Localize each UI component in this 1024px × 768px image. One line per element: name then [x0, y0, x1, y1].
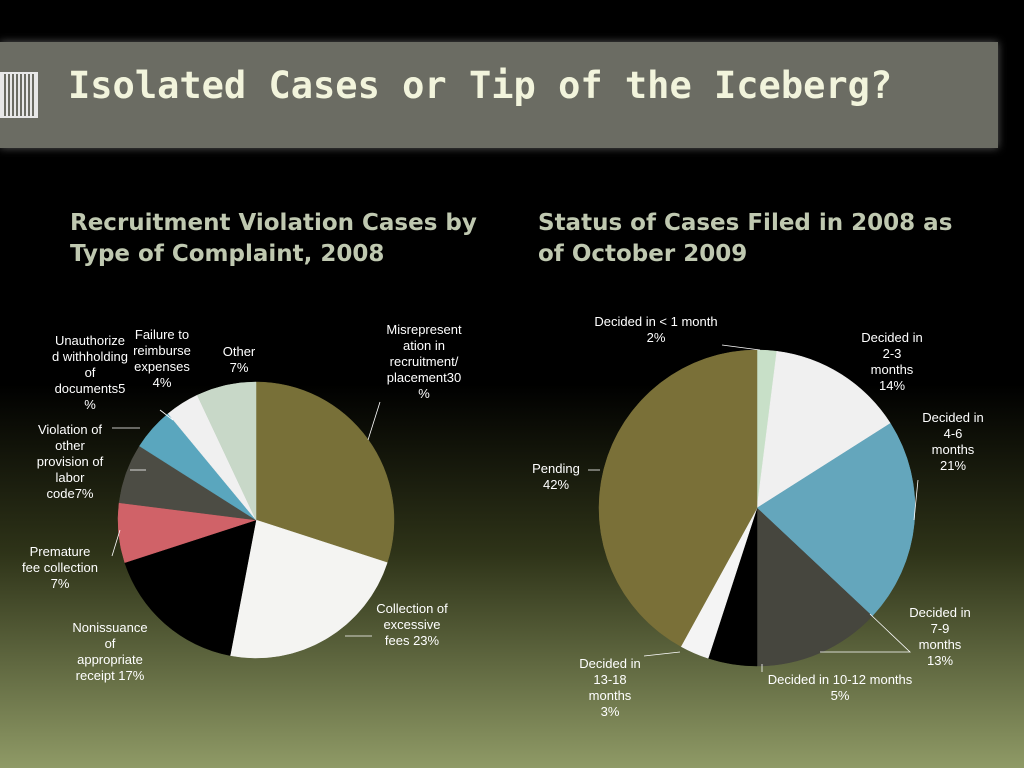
pie1-label-1-line-1: excessive: [383, 617, 441, 632]
pie1-label-7: Other 7%: [159, 344, 319, 376]
slide-title: Isolated Cases or Tip of the Iceberg?: [68, 64, 893, 107]
pie2-label-1-line-1: 2-3: [882, 346, 902, 361]
pie2-label-0-line-0: Decided in < 1 month: [594, 314, 718, 329]
pie2-slice-1: [756, 350, 891, 509]
pie1-label-5-line-0: Unauthorize: [54, 333, 126, 348]
pie2-slice-2: [756, 422, 916, 617]
pie1-label-6-line-2: expenses: [134, 359, 190, 374]
pie2-label-5-line-0: Decided in: [579, 656, 641, 671]
pie1-leader-3: [111, 529, 121, 557]
pie1-label-3-line-0: Premature: [29, 544, 91, 559]
pie2-label-4: Decided in 10-12 months 5%: [760, 672, 920, 704]
pie1-slice-0: [255, 381, 395, 563]
pie2-label-3-line-0: Decided in: [909, 605, 971, 620]
pie2-label-1-line-0: Decided in: [861, 330, 923, 345]
pie2-leader-2: [913, 479, 919, 521]
chart-1-title: Recruitment Violation Cases by Type of C…: [70, 210, 477, 267]
pie1-label-5-line-1: d withholding: [52, 349, 128, 364]
barcode-icon: [0, 72, 38, 118]
pie2-label-6-line-1: 42%: [542, 477, 570, 492]
pie1-label-5-line-4: %: [84, 397, 96, 412]
pie1-label-4: Violation of other provision of labor code7%: [0, 422, 150, 502]
pie1-label-1-line-0: Collection of: [376, 601, 448, 616]
pie1-label-6-line-1: reimburse: [133, 343, 191, 358]
pie2-label-5-line-2: months: [588, 688, 632, 703]
pie1-label-0: Misrepresent ation in recruitment/placemen…: [344, 322, 504, 402]
pie2-label-4-line-1: 5%: [830, 688, 850, 703]
pie2-label-0-line-1: 2%: [646, 330, 666, 345]
pie2-label-1: Decided in 2-3 months 14%: [812, 330, 972, 394]
pie2-label-1-line-2: months: [870, 362, 914, 377]
pie1-label-7-line-0: Other: [222, 344, 256, 359]
pie2-label-5: Decided in 13-18 months 3%: [530, 656, 690, 720]
pie1-label-2-line-1: of: [104, 636, 116, 651]
pie2-label-3: Decided in 7-9 months 13%: [860, 605, 1020, 669]
pie1-slice-7: [196, 381, 257, 521]
pie1-label-6-line-0: Failure to: [134, 327, 190, 342]
pie2-leader-0: [721, 344, 761, 351]
pie1-label-3-line-2: 7%: [50, 576, 70, 591]
title-bar: [0, 42, 998, 148]
pie1-label-1-line-2: fees 23%: [384, 633, 440, 648]
pie1-label-4-line-0: Violation of: [37, 422, 103, 437]
pie2-label-1-line-3: 14%: [878, 378, 906, 393]
pie1-label-0-line-3: placement30: [386, 370, 462, 385]
pie2-leader-3: [820, 613, 912, 653]
pie1-leader-0: [367, 401, 381, 441]
chart-2-title: Status of Cases Filed in 2008 as of Octo…: [538, 210, 953, 267]
pie1-label-3-line-1: fee collection: [22, 560, 98, 575]
pie1-label-3: Premature fee collection 7%: [0, 544, 140, 592]
pie1-slice-1: [229, 519, 388, 659]
pie1-label-2-line-0: Nonissuance: [72, 620, 148, 635]
pie2-label-3-line-1: 7-9: [930, 621, 950, 636]
pie2-slice-6: [598, 349, 758, 647]
pie2-label-2-line-1: 4-6: [943, 426, 963, 441]
pie-chart-complaints: [111, 381, 395, 659]
pie1-label-2-line-3: receipt 17%: [75, 668, 145, 683]
pie1-label-6: Failure to reimburse expenses 4%: [82, 327, 242, 391]
pie2-slice-3: [756, 507, 873, 667]
pie1-label-4-line-3: labor: [55, 470, 85, 485]
pie2-label-2-line-2: months: [931, 442, 975, 457]
pie1-label-5-line-2: of: [84, 365, 96, 380]
pie1-label-4-line-4: code7%: [46, 486, 94, 501]
pie1-label-5: Unauthorize d withholding of documents5%: [10, 333, 170, 413]
pie2-label-4-line-0: Decided in 10-12 months: [767, 672, 913, 687]
pie1-label-7-line-1: 7%: [229, 360, 249, 375]
pie1-label-4-line-1: other: [55, 438, 85, 453]
pie2-label-2-line-0: Decided in: [922, 410, 984, 425]
pie1-label-0-line-0: Misrepresent: [386, 322, 462, 337]
pie1-label-5-line-3: documents5: [54, 381, 126, 396]
pie1-label-0-line-1: ation in: [403, 338, 445, 353]
pie2-label-3-line-2: months: [918, 637, 962, 652]
pie2-label-5-line-3: 3%: [600, 704, 620, 719]
pie2-label-6: Pending 42%: [476, 461, 636, 493]
pie2-label-2: Decided in 4-6 months 21%: [873, 410, 1024, 474]
pie-chart-status: [588, 344, 919, 672]
pie2-leader-5: [643, 651, 681, 657]
pie2-label-2-line-3: 21%: [939, 458, 967, 473]
pie1-label-0-line-4: %: [418, 386, 430, 401]
pie1-label-1: Collection of excessive fees 23%: [332, 601, 492, 649]
pie2-label-0: Decided in < 1 month 2%: [576, 314, 736, 346]
pie2-label-6-line-0: Pending: [532, 461, 580, 476]
pie1-leader-6: [159, 409, 174, 421]
pie2-label-5-line-1: 13-18: [593, 672, 627, 687]
pie2-label-3-line-3: 13%: [926, 653, 954, 668]
pie1-label-2-line-2: appropriate: [77, 652, 143, 667]
pie1-label-2: Nonissuance of appropriate receipt 17%: [30, 620, 190, 684]
pie1-label-4-line-2: provision of: [36, 454, 104, 469]
pie1-slice-2: [124, 519, 257, 656]
pie1-label-6-line-3: 4%: [152, 375, 172, 390]
pie1-label-0-line-2: recruitment/: [389, 354, 459, 369]
